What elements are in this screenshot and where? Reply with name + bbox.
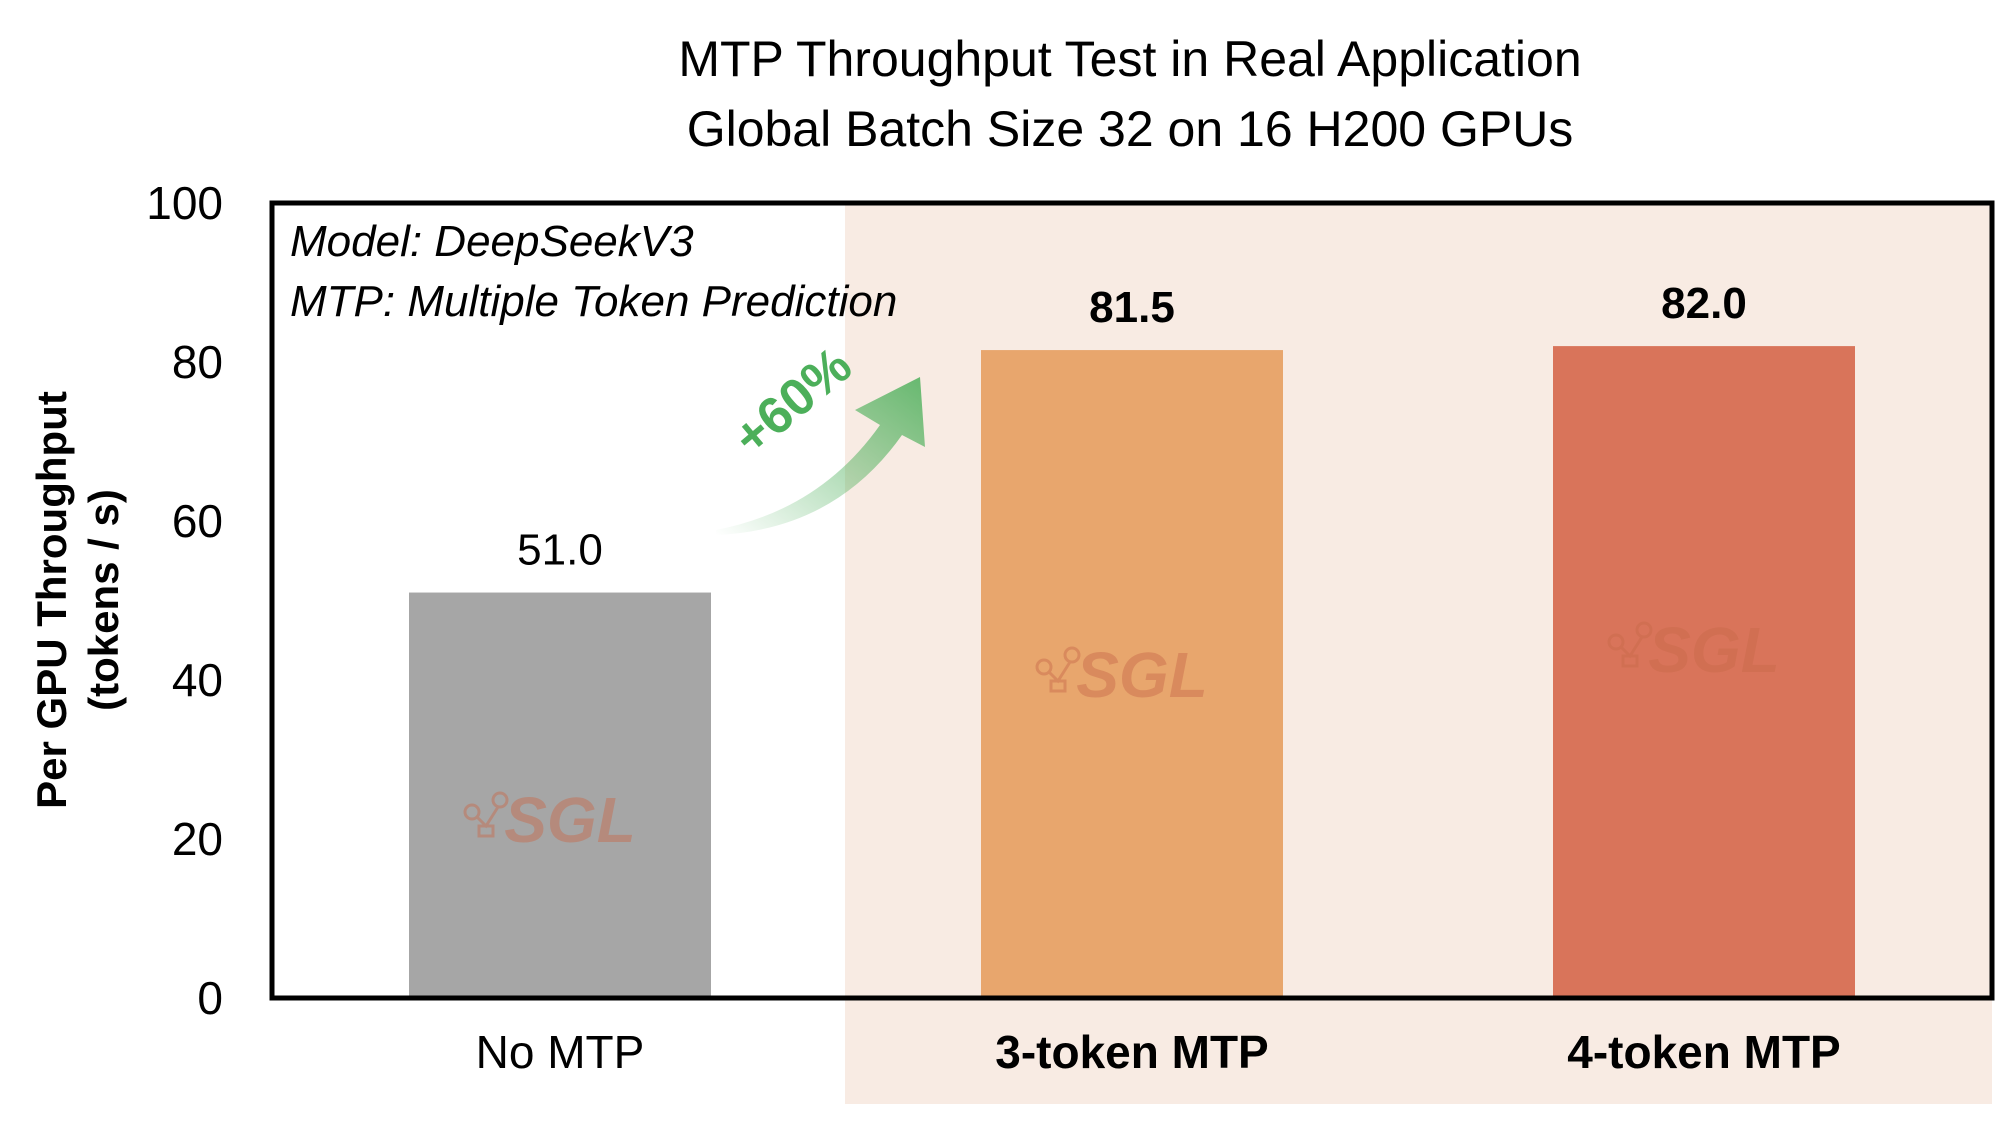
sgl-watermark-logo: SGL <box>463 784 636 856</box>
gain-arrow <box>716 377 925 535</box>
value-label: 51.0 <box>517 526 603 575</box>
chart-title-line-1: MTP Throughput Test in Real Application <box>678 31 1581 87</box>
bar-4-token-mtp <box>1553 346 1855 999</box>
y-tick-label: 60 <box>172 495 223 547</box>
svg-text:SGL: SGL <box>1076 639 1208 711</box>
svg-text:SGL: SGL <box>1648 614 1780 686</box>
bar-no-mtp <box>409 592 711 998</box>
model-note: Model: DeepSeekV3 <box>290 217 694 266</box>
x-tick-label: No MTP <box>476 1026 645 1078</box>
y-tick-label: 80 <box>172 336 223 388</box>
sgl-watermark-logo: SGL <box>1035 639 1208 711</box>
y-tick-label: 0 <box>197 972 223 1024</box>
y-tick-label: 100 <box>146 177 223 229</box>
value-label: 82.0 <box>1661 279 1747 328</box>
x-tick-label: 3-token MTP <box>995 1026 1268 1078</box>
plot-frame <box>269 200 1995 1001</box>
mtp-note: MTP: Multiple Token Prediction <box>290 277 897 326</box>
y-axis-label-line-2: (tokens / s) <box>80 489 127 711</box>
svg-text:SGL: SGL <box>504 784 636 856</box>
chart-title-line-2: Global Batch Size 32 on 16 H200 GPUs <box>687 101 1574 157</box>
y-axis-label-line-1: Per GPU Throughput <box>28 391 75 809</box>
y-tick-label: 20 <box>172 813 223 865</box>
x-tick-label: 4-token MTP <box>1567 1026 1840 1078</box>
gain-label: +60% <box>722 336 862 467</box>
value-label: 81.5 <box>1089 283 1175 332</box>
y-tick-label: 40 <box>172 654 223 706</box>
sgl-watermark-logo: SGL <box>1607 614 1780 686</box>
bar-3-token-mtp <box>981 350 1283 998</box>
